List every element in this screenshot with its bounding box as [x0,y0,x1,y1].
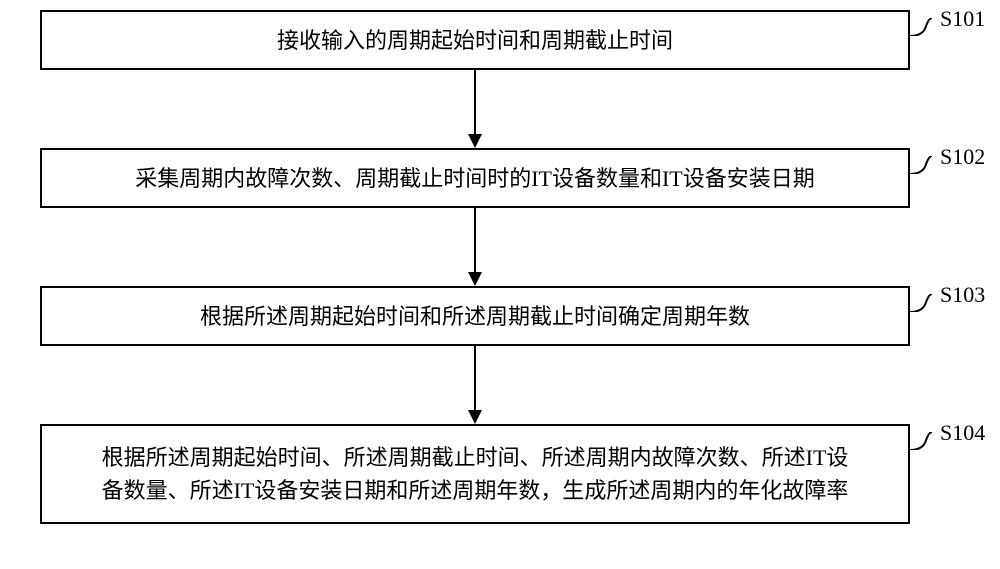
step-label-s102: S102 [940,144,985,170]
step-label-s101: S101 [940,6,985,32]
label-connector [910,156,932,174]
flow-node-n2: 采集周期内故障次数、周期截止时间时的IT设备数量和IT设备安装日期 [40,148,910,208]
label-connector [910,18,932,36]
flow-node-n4: 根据所述周期起始时间、所述周期截止时间、所述周期内故障次数、所述IT设 备数量、… [40,424,910,524]
label-connector [910,432,932,450]
flow-node-text: 采集周期内故障次数、周期截止时间时的IT设备数量和IT设备安装日期 [135,162,815,195]
flow-arrow [461,70,489,148]
label-connector [910,294,932,312]
flow-node-n3: 根据所述周期起始时间和所述周期截止时间确定周期年数 [40,286,910,346]
step-label-s104: S104 [940,420,985,446]
step-label-s103: S103 [940,282,985,308]
flow-node-text: 根据所述周期起始时间、所述周期截止时间、所述周期内故障次数、所述IT设 备数量、… [102,441,849,507]
flow-node-text: 接收输入的周期起始时间和周期截止时间 [277,24,673,57]
flow-arrow [461,346,489,424]
flowchart-canvas: 接收输入的周期起始时间和周期截止时间 S101 采集周期内故障次数、周期截止时间时的… [0,0,1000,569]
flow-node-n1: 接收输入的周期起始时间和周期截止时间 [40,10,910,70]
flow-arrow [461,208,489,286]
flow-node-text: 根据所述周期起始时间和所述周期截止时间确定周期年数 [200,300,750,333]
